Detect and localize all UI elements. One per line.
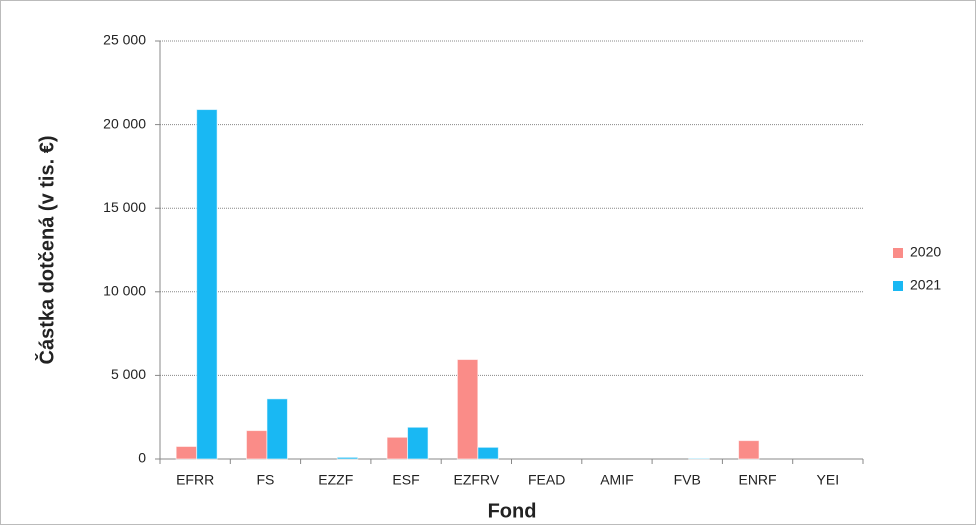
bar xyxy=(688,457,710,460)
x-tick-label: FEAD xyxy=(528,472,565,488)
x-axis-title: Fond xyxy=(488,500,537,522)
legend-swatch xyxy=(893,248,903,258)
y-tick-label: 20 000 xyxy=(103,115,146,131)
legend-swatch xyxy=(893,281,903,291)
x-tick-label: YEI xyxy=(817,472,840,488)
x-tick-label: ESF xyxy=(392,472,419,488)
y-tick-label: 5 000 xyxy=(111,366,146,382)
bar xyxy=(477,446,499,460)
bar xyxy=(245,430,268,460)
bar xyxy=(386,436,409,460)
x-tick-label: FS xyxy=(257,472,275,488)
y-tick-label: 15 000 xyxy=(103,199,146,215)
y-axis-title: Částka dotčená (v tis. €) xyxy=(34,136,58,365)
x-tick-label: EFRR xyxy=(176,472,214,488)
bar xyxy=(407,426,429,460)
bar xyxy=(175,445,198,460)
bar xyxy=(266,398,288,460)
bar xyxy=(456,359,479,460)
x-tick-label: ENRF xyxy=(738,472,776,488)
bar xyxy=(336,456,359,460)
x-tick-label: EZFRV xyxy=(454,472,500,488)
x-tick-label: EZZF xyxy=(318,472,353,488)
legend-label: 2020 xyxy=(910,244,941,260)
x-tick-label: FVB xyxy=(674,472,701,488)
bar xyxy=(738,440,760,460)
y-tick-label: 0 xyxy=(138,450,146,466)
y-tick-label: 25 000 xyxy=(103,32,146,48)
x-tick-label: AMIF xyxy=(600,472,633,488)
y-tick-label: 10 000 xyxy=(103,283,146,299)
bar xyxy=(196,109,218,460)
legend-label: 2021 xyxy=(910,277,941,293)
